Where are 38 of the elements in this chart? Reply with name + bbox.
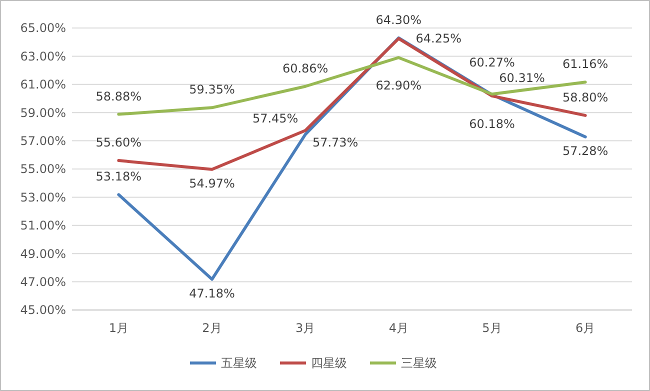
y-tick-label: 55.00% [20, 162, 66, 176]
data-label: 64.30% [376, 12, 422, 27]
y-tick-label: 65.00% [20, 21, 66, 36]
y-tick-label: 47.00% [20, 275, 66, 289]
data-label: 57.45% [252, 111, 298, 126]
data-label: 59.35% [189, 82, 235, 97]
data-label: 60.31% [499, 71, 545, 86]
x-tick-label: 4月 [388, 321, 408, 335]
data-label: 58.80% [562, 90, 608, 104]
x-tick-label: 5月 [482, 321, 502, 335]
x-tick-label: 1月 [108, 321, 128, 335]
data-label: 55.60% [96, 136, 142, 150]
data-label: 60.18% [469, 116, 515, 131]
legend-label: 四星级 [311, 356, 347, 370]
x-tick-label: 3月 [296, 321, 316, 335]
y-tick-label: 49.00% [20, 246, 66, 261]
y-tick-label: 45.00% [20, 303, 66, 318]
legend-label: 三星级 [401, 356, 437, 370]
data-label: 61.16% [562, 57, 608, 72]
y-tick-label: 61.00% [20, 78, 66, 92]
y-tick-label: 57.00% [20, 134, 66, 148]
data-label: 57.73% [312, 136, 358, 150]
data-label: 60.86% [282, 61, 328, 76]
y-tick-label: 63.00% [20, 49, 66, 64]
data-label: 57.28% [562, 144, 608, 158]
y-tick-label: 59.00% [20, 106, 66, 120]
data-label: 54.97% [189, 176, 235, 190]
data-label: 62.90% [376, 78, 422, 93]
data-label: 58.88% [96, 89, 142, 104]
legend-label: 五星级 [221, 356, 257, 370]
data-label: 64.25% [416, 32, 462, 46]
x-tick-label: 2月 [202, 321, 222, 335]
y-tick-label: 51.00% [20, 218, 66, 233]
data-label: 47.18% [189, 286, 235, 300]
y-tick-label: 53.00% [20, 190, 66, 204]
data-label: 60.27% [469, 56, 515, 70]
data-label: 53.18% [96, 170, 142, 184]
x-tick-label: 6月 [576, 321, 596, 335]
